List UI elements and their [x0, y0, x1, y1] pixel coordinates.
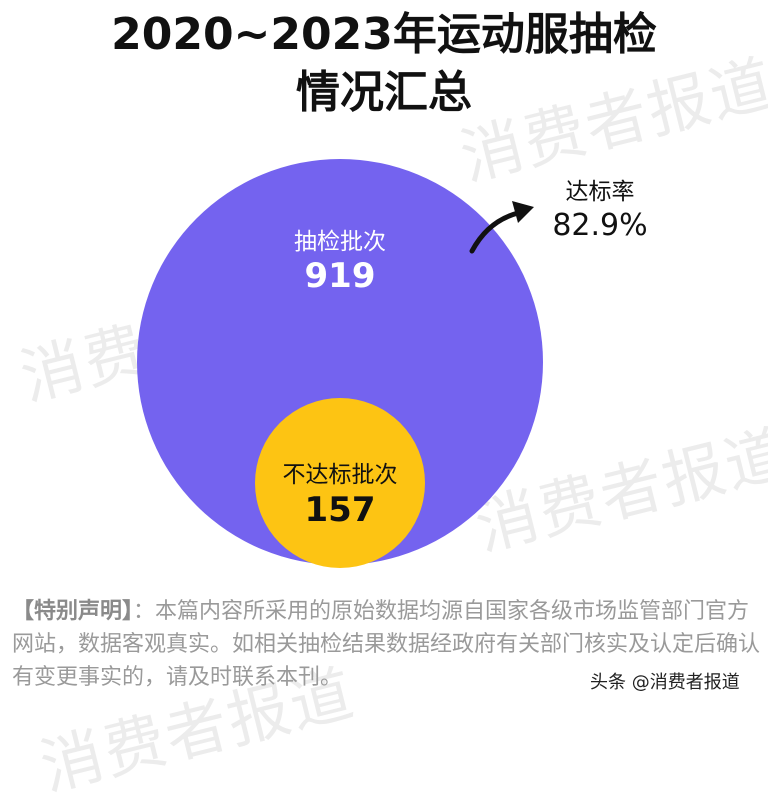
source-credit: 头条 @消费者报道	[590, 672, 740, 693]
total-inspections-value: 919	[304, 256, 376, 296]
curved-arrow-icon	[469, 201, 534, 254]
disclaimer-text: 本篇内容所采用的原始数据均源自国家各级市场监管部门官方网站，数据客观真实。如相关…	[12, 599, 761, 690]
failed-inspections-label: 不达标批次	[282, 462, 398, 488]
failed-inspections-bubble	[255, 398, 425, 568]
disclaimer-lead: 【特别声明】	[12, 599, 134, 624]
title-line-1: 2020~2023年运动服抽检	[111, 9, 657, 60]
failed-inspections-value: 157	[304, 490, 376, 530]
disclaimer-colon: ：	[133, 599, 156, 624]
chart-title: 2020~2023年运动服抽检 情况汇总	[0, 6, 768, 122]
pass-rate-label: 达标率	[565, 179, 635, 205]
title-line-2: 情况汇总	[296, 67, 472, 118]
total-inspections-label: 抽检批次	[294, 229, 386, 255]
disclaimer: 【特别声明】：本篇内容所采用的原始数据均源自国家各级市场监管部门官方网站，数据客…	[12, 595, 762, 694]
pass-rate-value: 82.9%	[552, 208, 648, 243]
